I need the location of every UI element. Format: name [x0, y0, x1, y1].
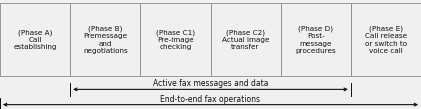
Text: (Phase D)
Post-
message
procedures: (Phase D) Post- message procedures: [296, 26, 336, 54]
Bar: [351, 3, 421, 76]
Bar: [0, 3, 70, 76]
Text: End-to-end fax operations: End-to-end fax operations: [160, 95, 261, 104]
Bar: [140, 3, 210, 76]
Bar: [210, 3, 281, 76]
Text: (Phase E)
Call release
or switch to
voice call: (Phase E) Call release or switch to voic…: [365, 26, 407, 54]
Bar: [281, 3, 351, 76]
Text: (Phase C2)
Actual image
transfer: (Phase C2) Actual image transfer: [222, 29, 269, 50]
Text: (Phase B)
Premessage
and
negotiations: (Phase B) Premessage and negotiations: [83, 26, 128, 54]
Text: (Phase C1)
Pre-image
checking: (Phase C1) Pre-image checking: [156, 29, 195, 50]
Text: Active fax messages and data: Active fax messages and data: [153, 79, 268, 88]
Text: (Phase A)
Call
establishing: (Phase A) Call establishing: [13, 29, 57, 50]
Bar: [70, 3, 140, 76]
